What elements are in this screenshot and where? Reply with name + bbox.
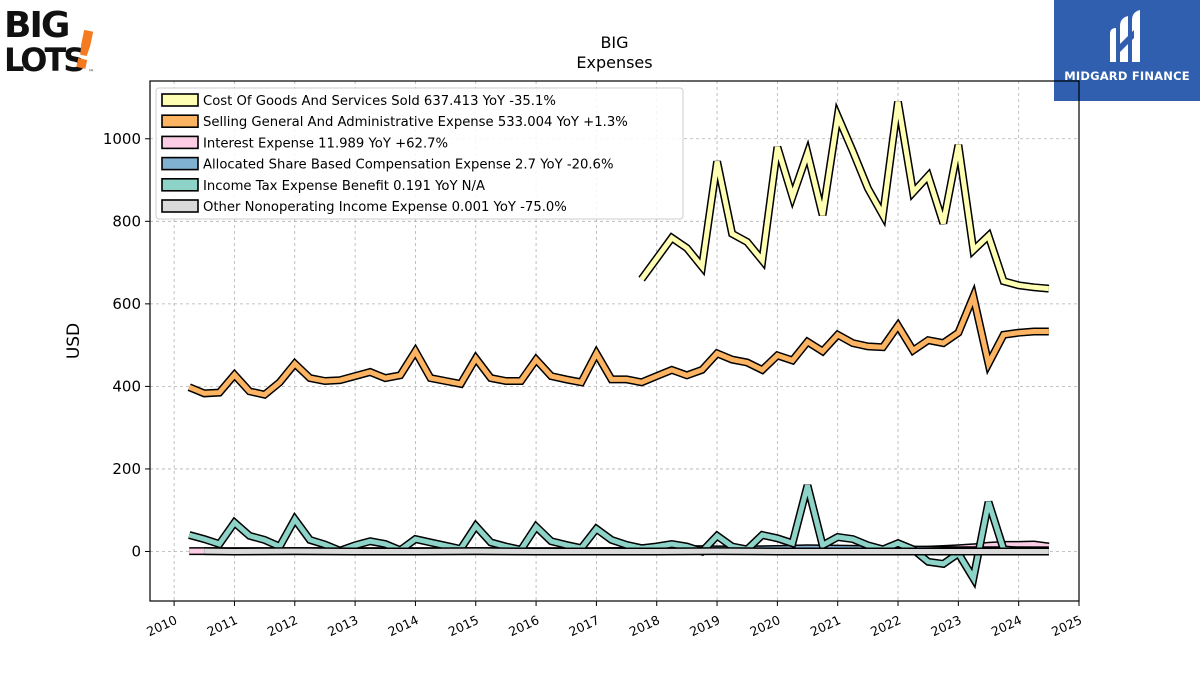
x-tick-label: 2012 [265, 612, 300, 639]
legend-swatch [161, 93, 199, 107]
y-tick-label: 1000 [103, 130, 141, 148]
legend-entry: Income Tax Expense Benefit 0.191 YoY N/A [203, 179, 485, 194]
big-lots-logo: BIG LOTS ! ™ [4, 4, 102, 83]
legend: Cost Of Goods And Services Sold 637.413 … [155, 87, 684, 220]
legend-entry: Allocated Share Based Compensation Expen… [203, 158, 613, 173]
x-tick-label: 2025 [1049, 612, 1084, 639]
logo-text-bottom: LOTS [4, 41, 84, 76]
x-tick-label: 2017 [566, 612, 601, 639]
partner-name: MIDGARD FINANCE [1064, 69, 1190, 83]
trademark-symbol: ™ [88, 69, 94, 76]
legend-box [155, 87, 684, 220]
series-outline-income-tax-expense-benefit [188, 484, 1049, 590]
legend-swatch [161, 156, 199, 171]
x-tick-label: 2019 [687, 612, 722, 639]
y-tick-label: 200 [112, 460, 141, 478]
logo-text-top: BIG [4, 5, 68, 46]
legend-entry: Other Nonoperating Income Expense 0.001 … [203, 200, 567, 215]
x-tick-label: 2023 [928, 612, 963, 639]
legend-swatch [161, 178, 199, 192]
chart-subtitle: Expenses [576, 53, 652, 72]
x-tick-label: 2018 [627, 612, 662, 639]
midgard-m-icon [1110, 10, 1140, 62]
x-tick-label: 2010 [144, 612, 179, 639]
x-tick-label: 2022 [868, 612, 903, 639]
x-tick-label: 2011 [205, 612, 240, 639]
legend-swatch [161, 135, 199, 150]
legend-entry: Selling General And Administrative Expen… [203, 115, 628, 130]
x-tick-label: 2024 [989, 612, 1024, 639]
x-tick-label: 2020 [747, 612, 782, 639]
x-tick-label: 2021 [808, 612, 843, 639]
plot-frame [149, 80, 1080, 602]
series-lines [187, 100, 1050, 590]
series-line-selling-general-and-administrative-expense [188, 288, 1049, 398]
y-tick-label: 0 [131, 542, 141, 560]
chart-title: BIG [600, 33, 628, 52]
legend-entry: Interest Expense 11.989 YoY +62.7% [203, 136, 448, 151]
legend-swatch [161, 114, 199, 128]
x-tick-label: 2016 [506, 612, 541, 639]
legend-entry: Cost Of Goods And Services Sold 637.413 … [203, 94, 556, 109]
y-axis-label: USD [64, 323, 84, 359]
x-tick-label: 2013 [325, 612, 360, 639]
y-tick-label: 600 [112, 295, 141, 313]
x-tick-label: 2015 [446, 612, 481, 639]
y-tick-label: 400 [112, 377, 141, 395]
legend-swatch [161, 199, 199, 213]
x-tick-label: 2014 [386, 612, 421, 639]
series-line-income-tax-expense-benefit [188, 484, 1049, 586]
series-line-cost-of-goods-and-services-sold [639, 101, 1050, 292]
y-tick-label: 800 [112, 212, 141, 230]
midgard-finance-logo: MIDGARD FINANCE [1054, 0, 1200, 101]
